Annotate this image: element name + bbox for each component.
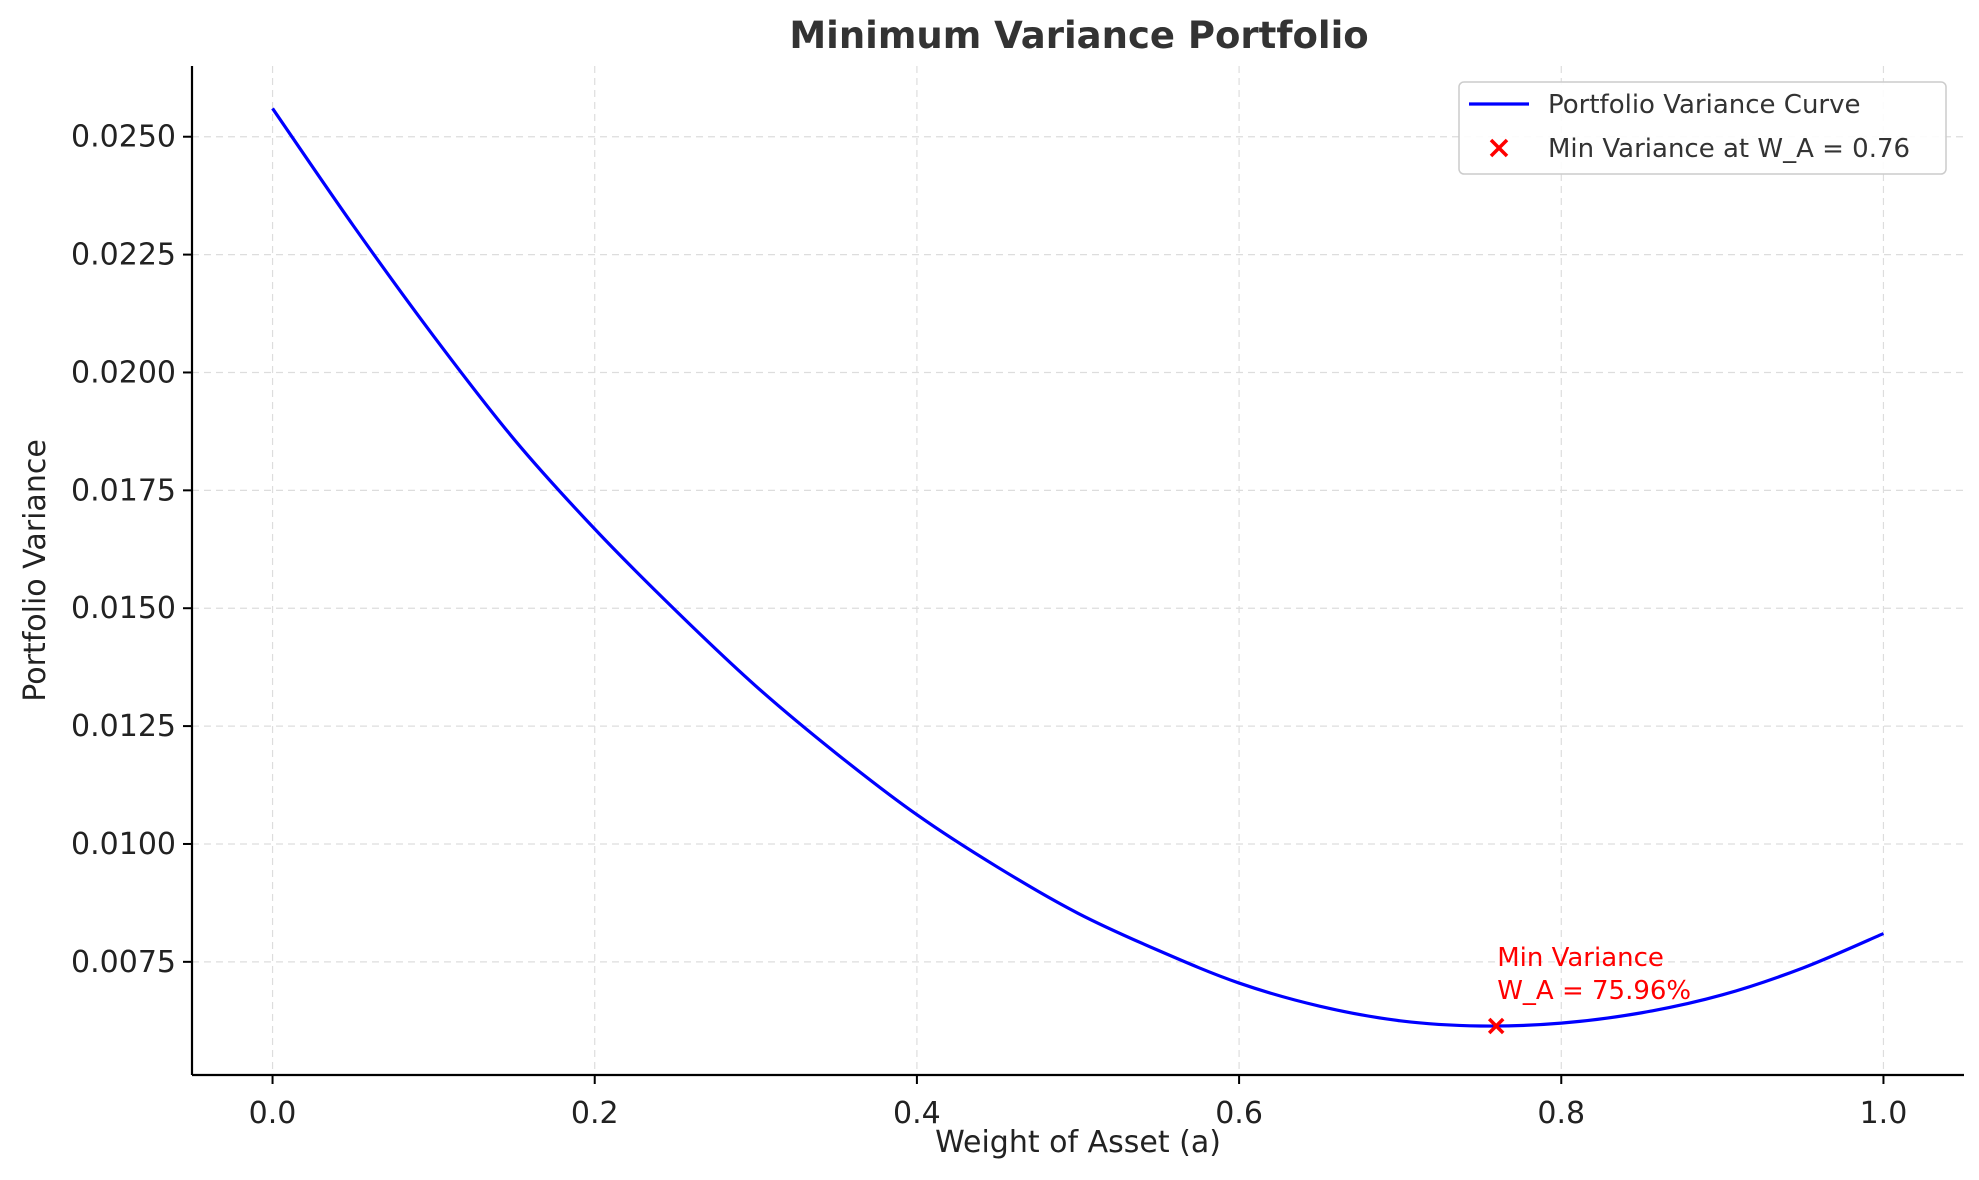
legend: Portfolio Variance Curve Min Variance at … <box>1458 81 1947 175</box>
min-variance-marker <box>1487 1017 1505 1035</box>
annotation-text: Min Variance <box>1497 943 1664 973</box>
y-tick-label: 0.0250 <box>71 120 176 155</box>
y-tick-label: 0.0225 <box>71 238 176 273</box>
axes: 0.0 0.2 0.4 0.6 0.8 1.0 0.0075 0.0100 0.0125 0.01… <box>71 66 1964 1131</box>
series-layer <box>271 107 1885 1035</box>
x-tick-label: 0.6 <box>1215 1096 1263 1131</box>
legend-label: Min Variance at W_A = 0.76 <box>1548 134 1910 164</box>
annotation-text: W_A = 75.96% <box>1497 976 1691 1006</box>
y-tick-label: 0.0075 <box>71 945 176 980</box>
x-axis-label: Weight of Asset (a) <box>935 1125 1221 1160</box>
y-axis-label: Portfolio Variance <box>18 439 53 702</box>
y-tick-label: 0.0125 <box>71 709 176 744</box>
legend-marker-swatch <box>1489 138 1509 158</box>
chart-title: Minimum Variance Portfolio <box>789 14 1368 57</box>
y-tick-label: 0.0200 <box>71 355 176 390</box>
legend-box <box>1458 81 1947 175</box>
grid <box>192 66 1964 1075</box>
x-tick-label: 0.2 <box>571 1096 619 1131</box>
y-tick-label: 0.0175 <box>71 473 176 508</box>
y-tick-label: 0.0150 <box>71 591 176 626</box>
x-tick-label: 0.0 <box>249 1096 297 1131</box>
x-tick-label: 0.4 <box>893 1096 941 1131</box>
variance-curve-line <box>271 107 1885 1028</box>
x-tick-label: 0.8 <box>1537 1096 1585 1131</box>
legend-label: Portfolio Variance Curve <box>1548 90 1861 120</box>
x-tick-label: 1.0 <box>1860 1096 1908 1131</box>
y-tick-label: 0.0100 <box>71 827 176 862</box>
